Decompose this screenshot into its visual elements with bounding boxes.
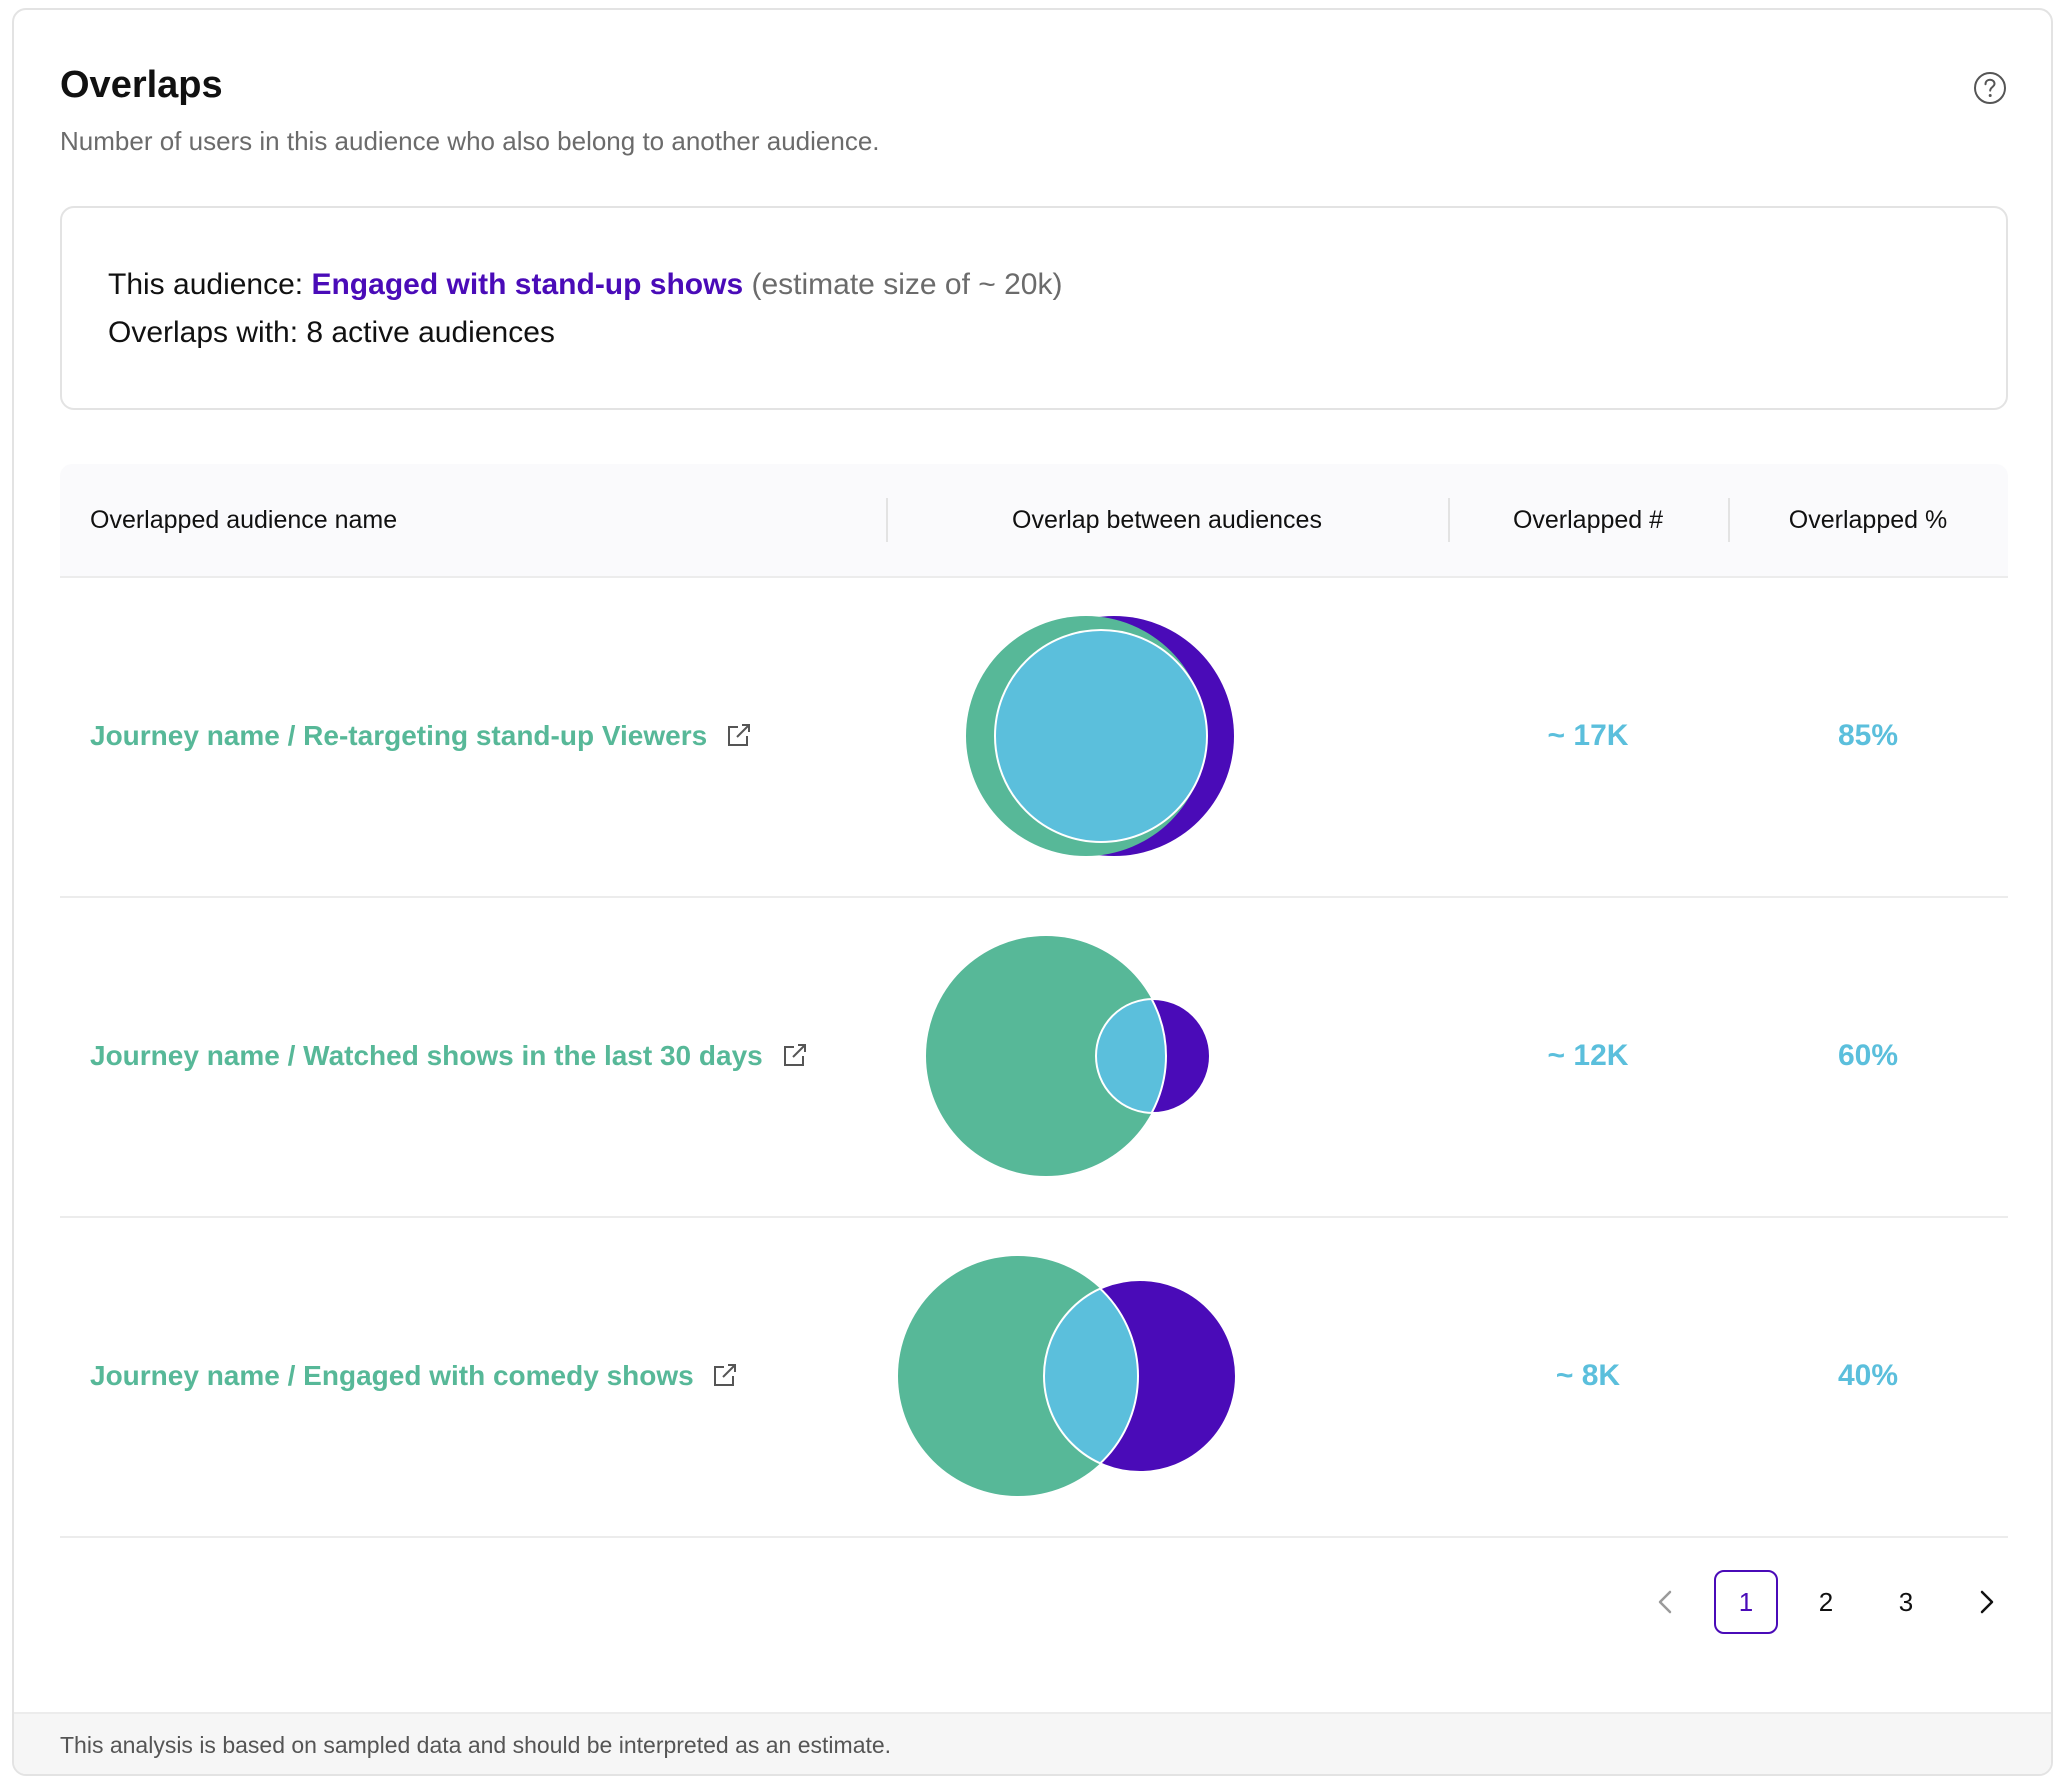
page-button-2[interactable]: 2	[1818, 1587, 1834, 1617]
table-row: Journey name / Re-targeting stand-up Vie…	[60, 576, 2008, 898]
this-audience-name[interactable]: Engaged with stand-up shows	[311, 268, 744, 301]
footer: This analysis is based on sampled data a…	[14, 1712, 2051, 1774]
column-header-overlap: Overlap between audiences	[1012, 506, 1322, 534]
external-link-icon	[714, 1363, 737, 1386]
table-row: Journey name / Engaged with comedy shows…	[60, 1216, 2008, 1538]
column-header-count: Overlapped #	[1512, 506, 1664, 534]
audience-name: Journey name / Re-targeting stand-up Vie…	[90, 720, 708, 751]
table-row: Journey name / Watched shows in the last…	[60, 896, 2008, 1218]
pagination: 1 2 3	[1634, 1570, 2014, 1634]
overlapped-count: ~ 17K	[1547, 719, 1629, 752]
this-audience-label: This audience:	[108, 268, 304, 301]
audience-link[interactable]: Journey name / Watched shows in the last…	[90, 896, 809, 1216]
this-audience-line: This audience: Engaged with stand-up sho…	[108, 268, 1062, 302]
column-header-name: Overlapped audience name	[90, 506, 398, 534]
column-divider	[1728, 498, 1730, 542]
overlapped-count: ~ 12K	[1547, 1039, 1629, 1072]
overlaps-with-line: Overlaps with: 8 active audiences	[108, 316, 555, 349]
overlapped-percent: 60%	[1837, 1039, 1899, 1072]
overlapped-percent: 85%	[1837, 719, 1899, 752]
column-header-percent: Overlapped %	[1788, 506, 1948, 534]
page-subtitle: Number of users in this audience who als…	[60, 126, 880, 156]
intersection-region	[1044, 1280, 1138, 1472]
chevron-right-icon[interactable]	[1954, 1570, 2018, 1634]
column-divider	[886, 498, 888, 542]
overlaps-card: Overlaps Number of users in this audienc…	[12, 8, 2053, 1776]
overlapped-percent: 40%	[1837, 1359, 1899, 1392]
page-title: Overlaps	[60, 64, 223, 106]
overlap-venn-diagram	[966, 616, 1234, 856]
overlap-venn-diagram	[926, 936, 1211, 1176]
chevron-left-icon[interactable]	[1634, 1570, 1698, 1634]
help-circle-icon[interactable]	[1972, 70, 2008, 106]
audience-link[interactable]: Journey name / Re-targeting stand-up Vie…	[90, 576, 753, 896]
other-audience-circle	[926, 936, 1166, 1176]
page-button-1[interactable]: 1	[1714, 1570, 1778, 1634]
page-button-3[interactable]: 3	[1898, 1587, 1914, 1617]
table-header: Overlapped audience name Overlap between…	[60, 464, 2008, 578]
audience-summary: This audience: Engaged with stand-up sho…	[60, 206, 2008, 410]
overlapped-count: ~ 8K	[1555, 1359, 1621, 1392]
intersection-circle	[994, 629, 1208, 843]
this-audience-estimate: (estimate size of ~ 20k)	[751, 268, 1063, 301]
column-divider	[1448, 498, 1450, 542]
overlap-venn-diagram	[898, 1256, 1237, 1496]
footer-note: This analysis is based on sampled data a…	[60, 1732, 892, 1758]
audience-name: Journey name / Watched shows in the last…	[90, 1040, 763, 1071]
external-link-icon	[727, 723, 750, 746]
external-link-icon	[783, 1043, 806, 1066]
audience-link[interactable]: Journey name / Engaged with comedy shows	[90, 1216, 739, 1536]
audience-name: Journey name / Engaged with comedy shows	[90, 1360, 694, 1391]
